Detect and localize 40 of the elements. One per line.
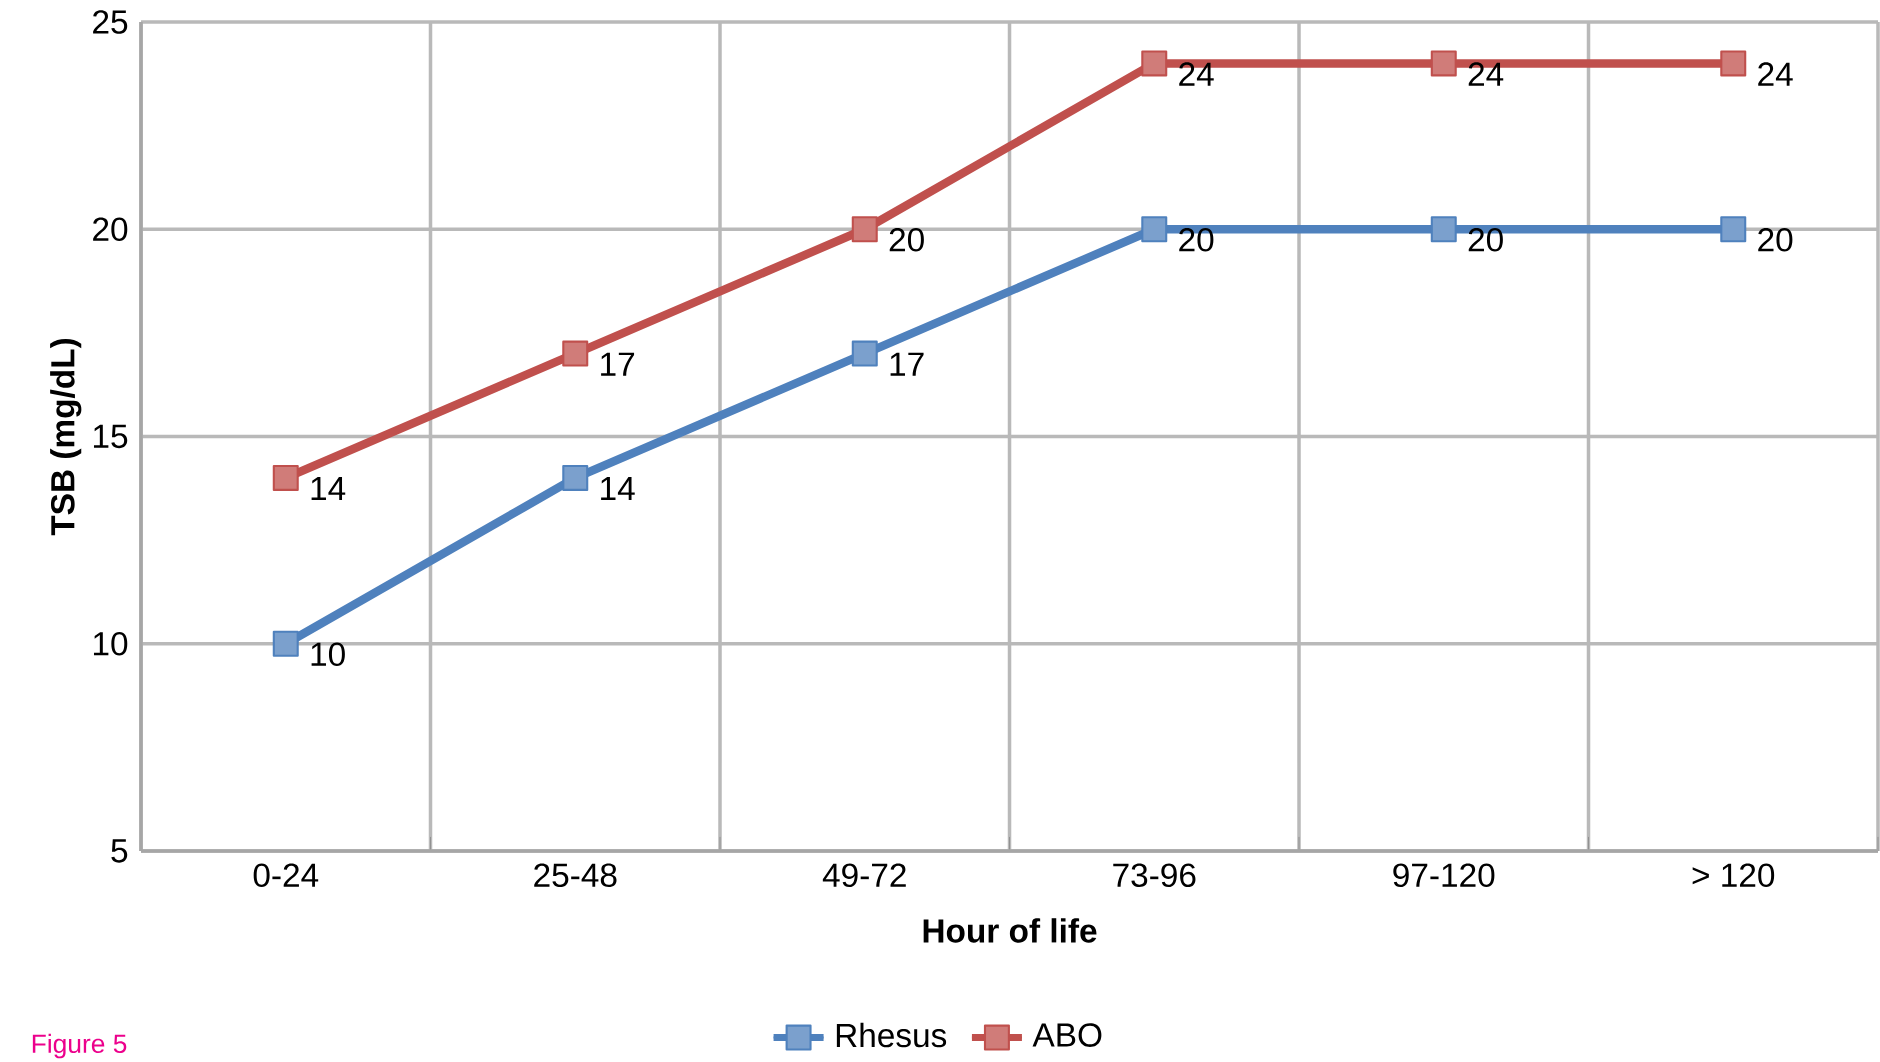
point — [851, 216, 878, 243]
point — [851, 340, 878, 367]
data-label: 20 — [1758, 227, 1793, 252]
point — [562, 340, 589, 367]
x-tick-label: 25-48 — [534, 863, 617, 888]
data-label: 20 — [1468, 227, 1503, 252]
y-tick-label: 15 — [93, 424, 128, 449]
point — [272, 464, 299, 491]
data-label: 24 — [1758, 62, 1793, 86]
point — [1430, 216, 1457, 243]
data-label: 24 — [1468, 62, 1504, 86]
data-label: 10 — [311, 642, 345, 667]
y-axis-title: TSB (mg/dL) — [50, 338, 82, 536]
x-tick-label: 49-72 — [822, 863, 906, 888]
point — [1430, 50, 1457, 77]
y-tick-label: 10 — [93, 631, 128, 656]
point — [1141, 216, 1168, 243]
caption: Figure 5 — [32, 1033, 127, 1059]
point — [1720, 216, 1747, 243]
x-axis-title: Hour of life — [923, 918, 1097, 943]
data-label: 17 — [601, 352, 635, 376]
y-tick-label: 20 — [93, 217, 128, 242]
data-label: 24 — [1179, 62, 1214, 86]
data-label: 20 — [889, 227, 924, 252]
legend-label: Rhesus — [836, 1022, 947, 1048]
point — [272, 630, 299, 657]
x-tick-label: 73-96 — [1113, 863, 1196, 888]
x-tick-label: 0-24 — [253, 863, 319, 888]
data-label: 14 — [311, 476, 346, 500]
x-tick-label: > 120 — [1692, 863, 1775, 888]
legend-label: ABO — [1032, 1023, 1102, 1047]
y-tick-label: 5 — [111, 839, 128, 863]
point — [562, 464, 589, 491]
point — [1141, 50, 1168, 77]
data-label: 17 — [890, 352, 924, 376]
point — [1720, 50, 1747, 77]
y-tick-label: 25 — [93, 10, 128, 34]
data-label: 14 — [601, 476, 635, 500]
data-label: 20 — [1179, 227, 1214, 252]
x-tick-label: 97-120 — [1393, 863, 1495, 888]
